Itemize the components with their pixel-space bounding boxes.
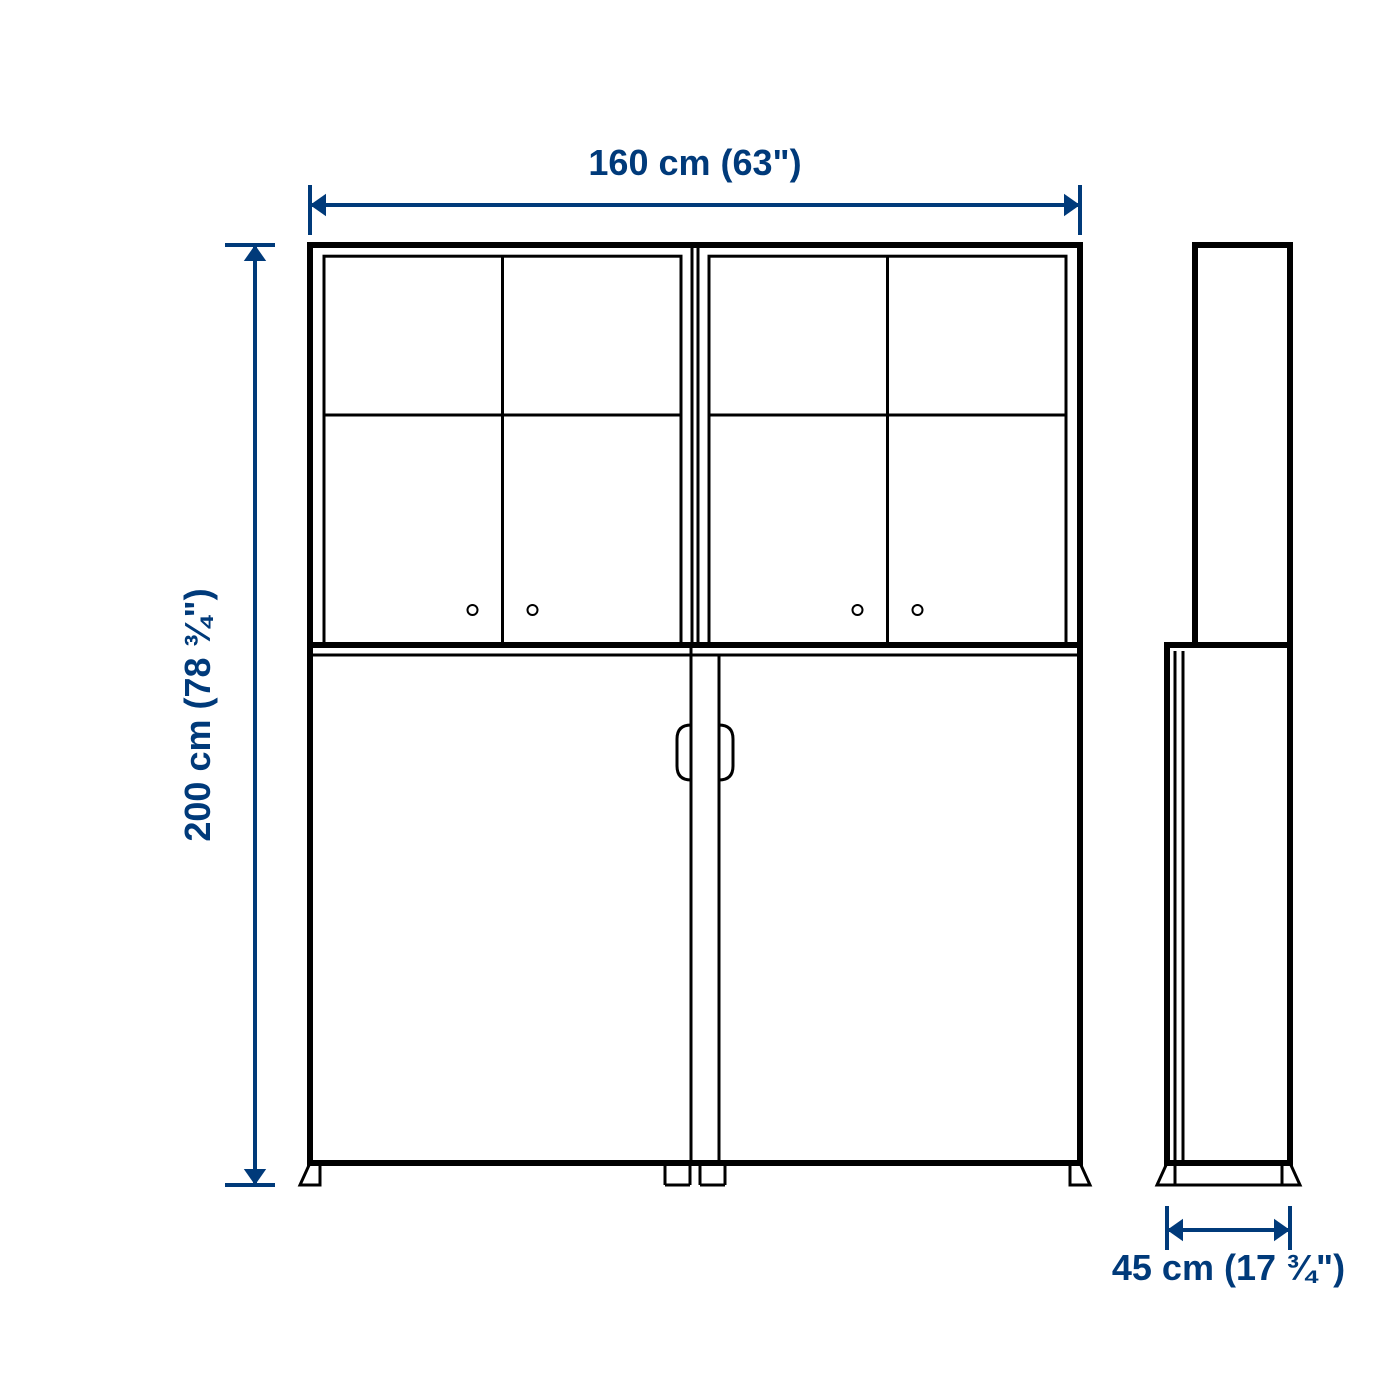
side-view	[1157, 245, 1300, 1185]
depth-label: 45 cm (17 ¾")	[1112, 1247, 1345, 1288]
height-label: 200 cm (78 ¾")	[177, 588, 218, 841]
dimension-drawing: 160 cm (63") 200 cm (78 ¾") 45 cm (17 ¾")	[0, 0, 1400, 1400]
width-label: 160 cm (63")	[588, 142, 801, 183]
front-view	[300, 245, 1090, 1185]
